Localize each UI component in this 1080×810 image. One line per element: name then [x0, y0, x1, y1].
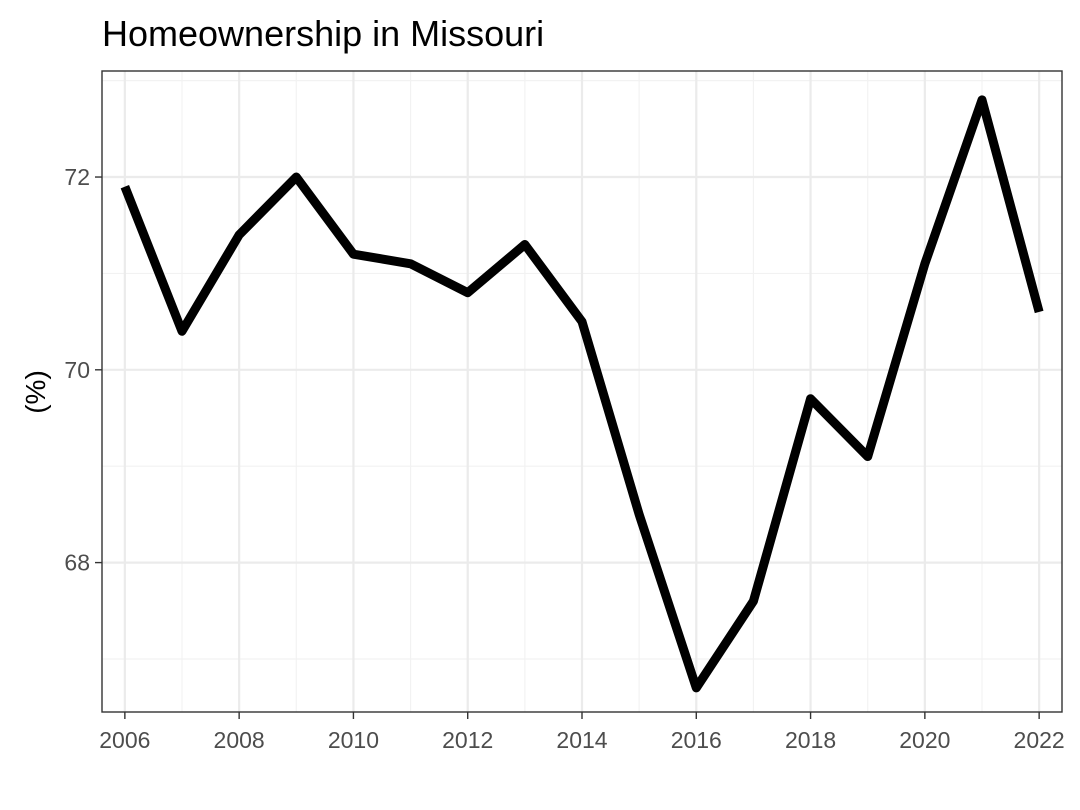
x-tick-label: 2022: [1014, 727, 1065, 753]
x-tick-label: 2010: [328, 727, 379, 753]
chart-title: Homeownership in Missouri: [102, 13, 544, 54]
series-line: [120, 95, 1044, 693]
x-tick-label: 2018: [785, 727, 836, 753]
x-tick-label: 2016: [671, 727, 722, 753]
y-tick-label: 70: [64, 357, 90, 383]
y-tick-label: 68: [64, 550, 90, 576]
x-tick-label: 2012: [442, 727, 493, 753]
y-axis-label: (%): [20, 370, 51, 414]
x-tick-label: 2014: [556, 727, 607, 753]
x-tick-label: 2008: [214, 727, 265, 753]
y-tick-label: 72: [64, 164, 90, 190]
x-tick-label: 2006: [99, 727, 150, 753]
plot-area: 2006 2008 2010 2012 2014 2016 2018 2020 2022 68 70…: [64, 70, 1065, 753]
x-tick-label: 2020: [899, 727, 950, 753]
